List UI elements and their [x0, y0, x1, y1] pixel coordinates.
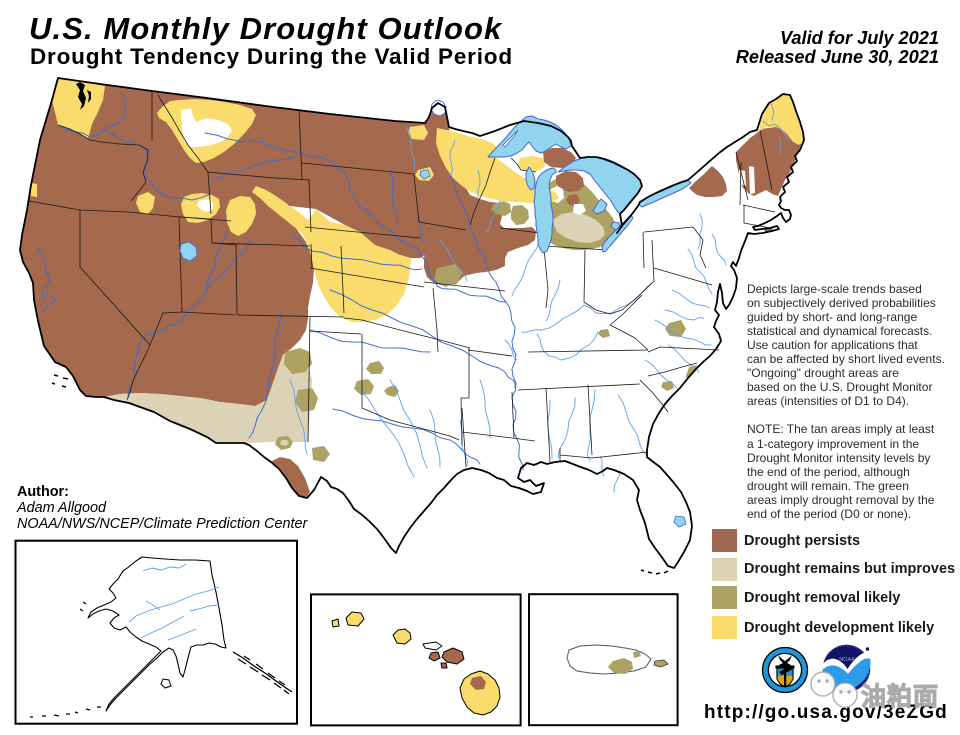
- svg-text:NOAA: NOAA: [839, 657, 855, 663]
